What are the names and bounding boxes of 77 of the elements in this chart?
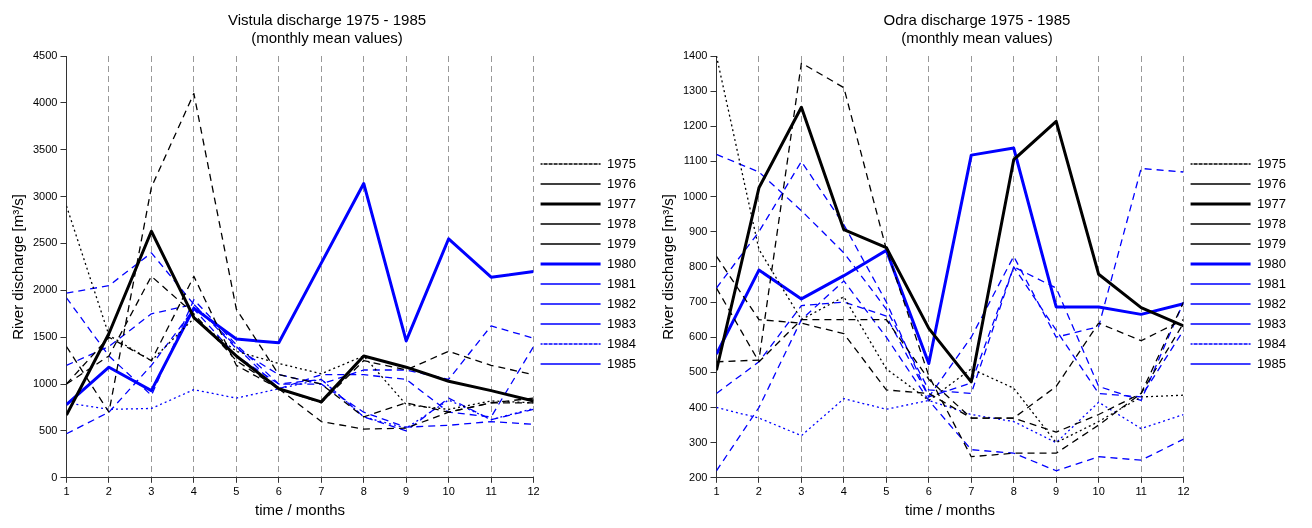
- y-tick-label: 200: [689, 470, 708, 483]
- legend-label: 1979: [607, 235, 636, 251]
- y-tick-label: 800: [689, 259, 708, 272]
- y-tick-label: 3000: [32, 189, 58, 202]
- legend-label: 1984: [1257, 335, 1286, 351]
- legend-label: 1984: [607, 335, 636, 351]
- x-tick-label: 9: [1053, 485, 1060, 498]
- x-tick-label: 4: [190, 485, 197, 498]
- legend-label: 1978: [1257, 215, 1286, 231]
- x-tick-label: 1: [713, 485, 720, 498]
- legend-label: 1975: [1257, 155, 1286, 171]
- y-tick-label: 4500: [32, 49, 58, 62]
- legend-label: 1980: [1257, 255, 1286, 271]
- chart-title: Vistula discharge 1975 - 1985: [227, 11, 427, 29]
- x-tick-label: 8: [1010, 485, 1017, 498]
- legend-label: 1980: [607, 255, 636, 271]
- x-tick-label: 6: [275, 485, 282, 498]
- y-tick-label: 3500: [32, 142, 58, 155]
- legend-label: 1985: [1257, 355, 1286, 371]
- y-axis-title: River discharge [m³/s]: [9, 193, 27, 340]
- chart-subtitle: (monthly mean values): [251, 29, 403, 47]
- y-tick-label: 1500: [32, 330, 58, 343]
- y-tick-label: 1200: [682, 119, 708, 132]
- x-tick-label: 2: [105, 485, 112, 498]
- y-tick-label: 1000: [682, 189, 708, 202]
- y-tick-label: 2000: [32, 283, 58, 296]
- y-tick-label: 4000: [32, 95, 58, 108]
- legend-label: 1977: [607, 195, 636, 211]
- y-axis-title: River discharge [m³/s]: [659, 193, 677, 340]
- y-tick-label: 400: [689, 400, 708, 413]
- x-tick-label: 9: [403, 485, 410, 498]
- x-tick-label: 1: [63, 485, 70, 498]
- x-axis-title: time / months: [905, 501, 996, 519]
- legend-label: 1985: [607, 355, 636, 371]
- x-tick-label: 4: [840, 485, 847, 498]
- x-tick-label: 7: [318, 485, 325, 498]
- legend-label: 1975: [607, 155, 636, 171]
- y-tick-label: 1100: [683, 154, 708, 167]
- x-tick-label: 8: [360, 485, 367, 498]
- chart-title: Odra discharge 1975 - 1985: [883, 11, 1071, 29]
- x-tick-label: 10: [442, 485, 455, 498]
- chart-subtitle: (monthly mean values): [901, 29, 1053, 47]
- y-tick-label: 1300: [682, 84, 708, 97]
- legend-label: 1981: [607, 275, 636, 291]
- x-tick-label: 11: [1135, 485, 1147, 498]
- legend-label: 1983: [607, 315, 636, 331]
- legend-label: 1982: [607, 295, 636, 311]
- legend-label: 1976: [607, 175, 636, 191]
- y-tick-label: 500: [39, 423, 58, 436]
- y-tick-label: 1400: [682, 49, 708, 62]
- x-tick-label: 12: [527, 485, 540, 498]
- x-tick-label: 6: [925, 485, 932, 498]
- y-tick-label: 900: [689, 224, 708, 237]
- x-tick-label: 12: [1177, 485, 1190, 498]
- y-tick-label: 600: [689, 330, 708, 343]
- legend-label: 1976: [1257, 175, 1286, 191]
- legend-label: 1979: [1257, 235, 1286, 251]
- y-tick-label: 2500: [32, 236, 58, 249]
- x-tick-label: 3: [798, 485, 805, 498]
- x-tick-label: 10: [1092, 485, 1105, 498]
- x-tick-label: 5: [233, 485, 240, 498]
- x-tick-label: 7: [968, 485, 975, 498]
- y-tick-label: 1000: [32, 377, 58, 390]
- x-axis-title: time / months: [255, 501, 346, 519]
- y-tick-label: 500: [689, 365, 708, 378]
- x-tick-label: 3: [148, 485, 155, 498]
- legend-label: 1983: [1257, 315, 1286, 331]
- y-tick-label: 300: [689, 435, 708, 448]
- y-tick-label: 0: [51, 470, 58, 483]
- x-tick-label: 5: [883, 485, 890, 498]
- x-tick-label: 11: [485, 485, 497, 498]
- legend-label: 1981: [1257, 275, 1286, 291]
- legend-label: 1978: [607, 215, 636, 231]
- x-tick-label: 2: [755, 485, 762, 498]
- legend-label: 1977: [1257, 195, 1286, 211]
- legend-label: 1982: [1257, 295, 1286, 311]
- y-tick-label: 700: [689, 295, 708, 308]
